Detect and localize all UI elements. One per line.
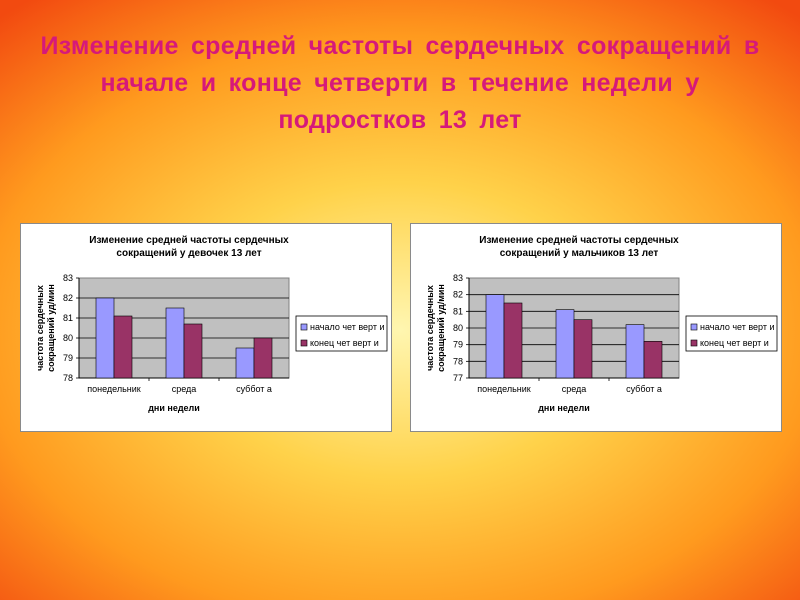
chart-title-line: Изменение средней частоты сердечных [89, 235, 289, 246]
chart-girls-svg: Изменение средней частоты сердечных сокра… [35, 235, 388, 413]
bar [95, 297, 115, 379]
chart-boys: Изменение средней частоты сердечных сокра… [410, 223, 782, 432]
slide-title: Изменение средней частоты сердечных сокр… [40, 32, 760, 134]
bar [485, 294, 505, 379]
x-tick-label: понедельник [477, 384, 531, 394]
x-tick-label: суббот а [626, 384, 662, 394]
legend-label: конец чет верт и [700, 338, 769, 348]
legend-swatch [690, 323, 698, 331]
bar [555, 309, 575, 379]
y-tick-label: 79 [63, 353, 73, 363]
y-tick-label: 80 [63, 333, 73, 343]
x-tick-label: суббот а [236, 384, 272, 394]
bar [183, 323, 203, 379]
chart-title-line: сокращений у девочек 13 лет [116, 248, 261, 259]
chart-title-line: сокращений у мальчиков 13 лет [500, 248, 659, 259]
x-tick-label: среда [562, 384, 587, 394]
y-tick-label: 83 [453, 273, 463, 283]
x-tick-label: среда [172, 384, 197, 394]
y-tick-label: 82 [63, 293, 73, 303]
chart-girls: Изменение средней частоты сердечных сокра… [20, 223, 392, 432]
legend-label: начало чет верт и [310, 322, 385, 332]
y-tick-label: 81 [453, 306, 463, 316]
chart-boys-svg: Изменение средней частоты сердечных сокра… [425, 235, 778, 413]
legend-box [685, 315, 778, 352]
y-tick-label: 79 [453, 340, 463, 350]
legend-box [295, 315, 388, 352]
bar [113, 315, 133, 379]
bar [643, 341, 663, 379]
y-tick-label: 78 [453, 356, 463, 366]
y-tick-label: 77 [453, 373, 463, 383]
chart-title-line: Изменение средней частоты сердечных [479, 235, 679, 246]
x-tick-label: понедельник [87, 384, 141, 394]
bar [503, 302, 523, 379]
legend-label: конец чет верт и [310, 338, 379, 348]
y-axis-label-line: сокращений уд/мин [46, 284, 56, 372]
y-axis-label-line: частота сердечных [35, 285, 45, 371]
legend-swatch [300, 323, 308, 331]
y-tick-label: 83 [63, 273, 73, 283]
y-tick-label: 81 [63, 313, 73, 323]
y-tick-label: 80 [453, 323, 463, 333]
bar [253, 337, 273, 379]
bar [573, 319, 593, 379]
bar [165, 307, 185, 379]
bar [235, 347, 255, 379]
legend-swatch [300, 339, 308, 347]
bar [625, 324, 645, 379]
y-axis-label-line: частота сердечных [425, 285, 435, 371]
y-tick-label: 78 [63, 373, 73, 383]
x-axis-label: дни недели [148, 403, 200, 413]
legend-label: начало чет верт и [700, 322, 775, 332]
legend-swatch [690, 339, 698, 347]
y-axis-label-line: сокращений уд/мин [436, 284, 446, 372]
y-tick-label: 82 [453, 290, 463, 300]
x-axis-label: дни недели [538, 403, 590, 413]
